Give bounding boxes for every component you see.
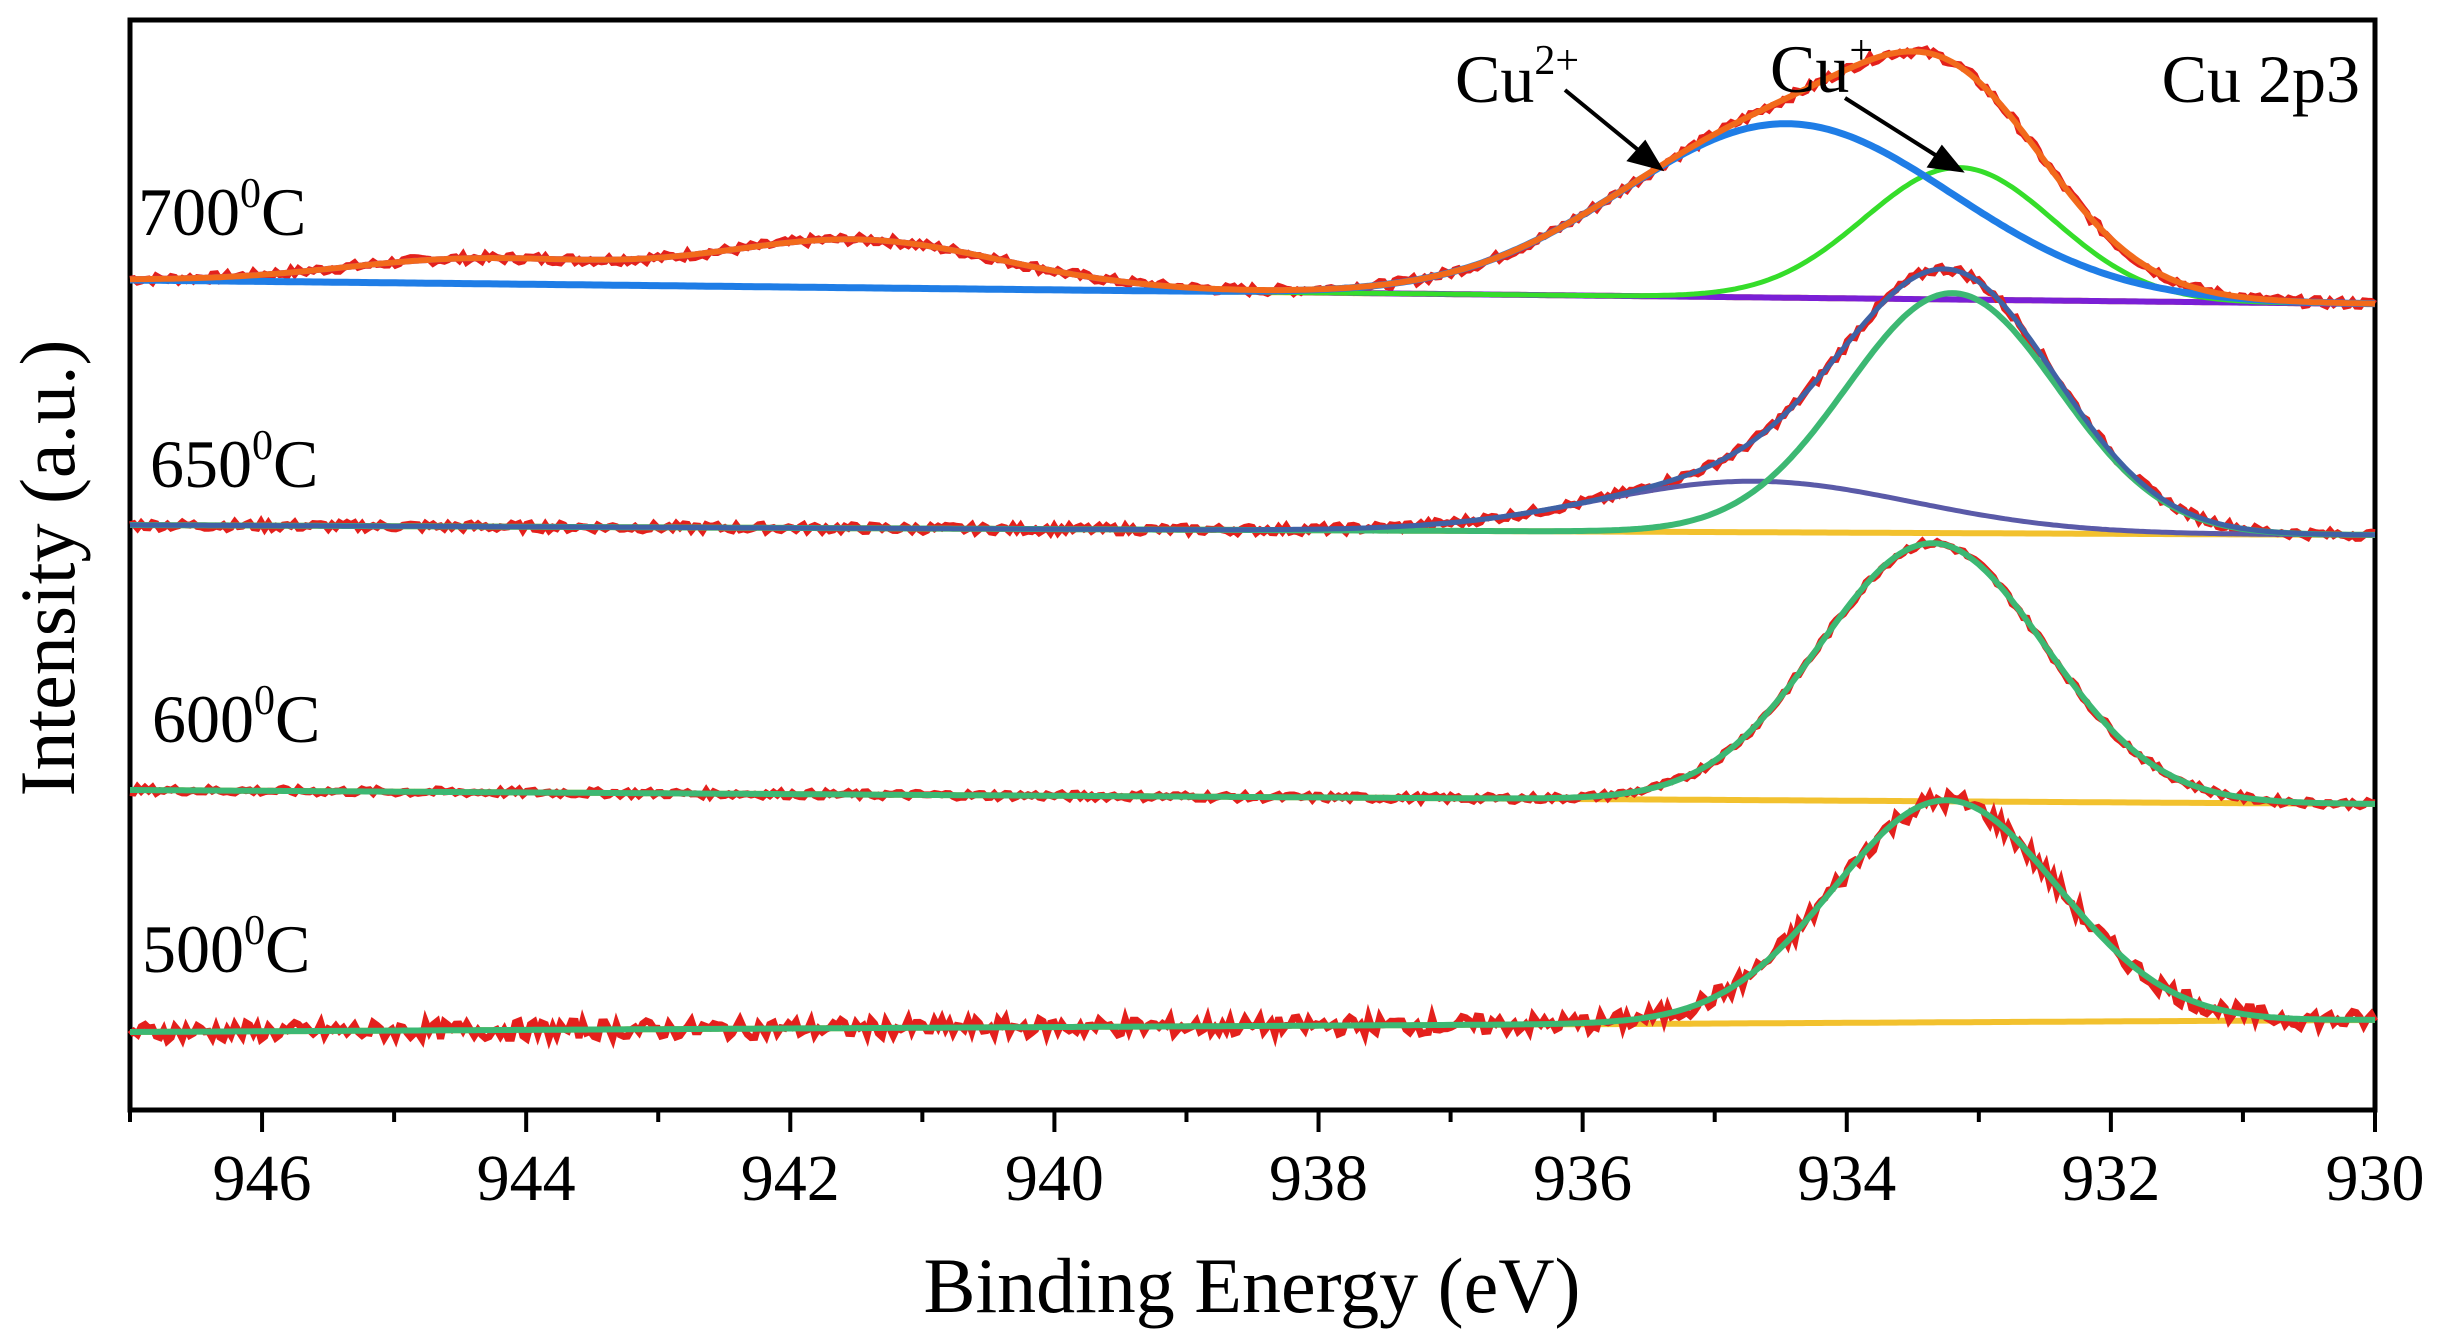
fit-line-600 — [130, 540, 2375, 807]
x-tick-label: 942 — [741, 1142, 840, 1215]
sample-label-500: 5000C — [142, 908, 310, 987]
raw-data-line-650 — [129, 262, 2376, 543]
raw-data-line-500 — [127, 786, 2379, 1050]
x-tick-label: 946 — [213, 1142, 312, 1215]
annotation-cu2plus: Cu2+ — [1455, 38, 1579, 117]
arrow-cu1plus — [1843, 96, 1950, 165]
raw-data-line-700 — [129, 45, 2377, 311]
arrow-cu2plus — [1563, 88, 1650, 160]
fit-line-500 — [130, 797, 2375, 1035]
plot-frame — [127, 17, 2378, 1113]
raw-data-line-600 — [129, 536, 2376, 812]
sample-label-650: 6500C — [150, 423, 318, 502]
envelope-line-700 — [130, 48, 2376, 307]
x-tick-label: 944 — [477, 1142, 576, 1215]
curves-layer — [127, 45, 2379, 1050]
x-tick-label: 930 — [2326, 1142, 2425, 1215]
cu1-line-650 — [130, 290, 2375, 538]
sample-label-700: 7000C — [138, 171, 306, 250]
envelope-line-650 — [130, 266, 2375, 538]
x-tick-label: 936 — [1533, 1142, 1632, 1215]
x-tick-label: 932 — [2061, 1142, 2160, 1215]
arrowhead-cu2plus — [1626, 139, 1665, 172]
arrowhead-cu1plus — [1926, 144, 1965, 173]
chart-title: Cu 2p3 — [2162, 41, 2360, 117]
x-tick-label: 934 — [1797, 1142, 1896, 1215]
y-axis-title: Intensity (a.u.) — [4, 339, 91, 796]
annotation-arrows — [1563, 88, 1965, 173]
sample-label-600: 6000C — [152, 678, 320, 757]
annotation-cu1plus: Cu+ — [1770, 28, 1873, 107]
x-tick-label: 938 — [1269, 1142, 1368, 1215]
x-tick-label: 940 — [1005, 1142, 1104, 1215]
x-axis-title: Binding Energy (eV) — [923, 1242, 1580, 1329]
x-ticks: 946 944 942 940 938 936 934 932 930 — [128, 1110, 2425, 1215]
